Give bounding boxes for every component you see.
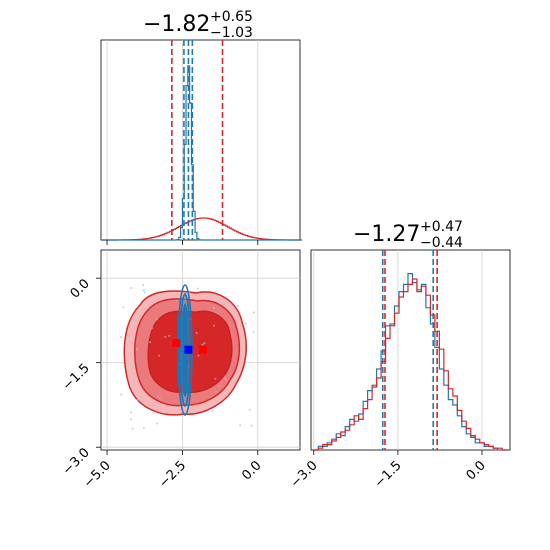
scatter-dot-37 <box>239 424 242 427</box>
hist2-xtick-label-2: 0.0 <box>464 458 489 483</box>
scatter-dot-47 <box>131 427 134 430</box>
truth-marker-red-0 <box>172 338 181 347</box>
hist2-title-value: −1.27 <box>353 222 420 247</box>
scatter-dot-61 <box>158 354 161 357</box>
hist2-title-upper: +0.47 <box>420 219 463 235</box>
scatter-dot-45 <box>119 336 122 339</box>
scatter-dot-62 <box>127 335 130 338</box>
scatter-dot-35 <box>223 303 226 306</box>
hist2-xtick-label-0: −3.0 <box>288 458 321 491</box>
scatter-dot-15 <box>213 324 216 327</box>
scatter-dot-12 <box>135 348 138 351</box>
scatter-dot-22 <box>152 412 155 415</box>
scatter-dot-40 <box>196 287 199 290</box>
hist2-series-red <box>313 278 507 451</box>
hist2-panel <box>310 249 511 451</box>
scatter-dot-53 <box>217 385 220 388</box>
scatter-dot-66 <box>206 296 209 299</box>
scatter-dot-64 <box>229 303 232 306</box>
scatter-dot-59 <box>237 305 240 308</box>
scatter-dot-10 <box>143 291 146 294</box>
hist1-title-upper: +0.65 <box>210 9 253 25</box>
scatter-dot-26 <box>138 316 141 319</box>
scatter-dot-56 <box>142 289 145 292</box>
scatter-dot-9 <box>197 354 200 357</box>
scatter-dot-21 <box>130 418 133 421</box>
scatter-dot-55 <box>151 404 154 407</box>
hist2-series-blue <box>313 273 507 451</box>
scatter-dot-30 <box>252 331 255 334</box>
scatter-dot-54 <box>211 410 214 413</box>
hist1-series-blue <box>101 65 302 241</box>
hist2-xtick-label-1: −1.5 <box>372 458 405 491</box>
axis-ticks <box>96 240 483 455</box>
joint-xtick-label-0: −5.0 <box>81 458 114 491</box>
scatter-dot-51 <box>244 322 247 325</box>
scatter-dot-16 <box>142 426 145 429</box>
hist1-quantile-lines <box>171 40 224 240</box>
scatter-dot-28 <box>125 343 128 346</box>
scatter-dot-44 <box>156 422 159 425</box>
scatter-dot-41 <box>164 335 167 338</box>
scatter-dot-65 <box>142 284 145 287</box>
scatter-dot-1 <box>135 319 138 322</box>
scatter-dot-67 <box>175 299 178 302</box>
scatter-dot-6 <box>211 295 214 298</box>
scatter-dot-58 <box>194 404 197 407</box>
scatter-dot-50 <box>136 399 139 402</box>
hist1-series <box>100 65 302 241</box>
scatter-dot-24 <box>203 342 206 345</box>
scatter-dot-69 <box>120 393 123 396</box>
scatter-dot-34 <box>155 318 158 321</box>
scatter-dot-3 <box>129 411 132 414</box>
joint-xtick-label-2: 0.0 <box>239 458 264 483</box>
truth-marker-blue <box>184 345 193 354</box>
scatter-dot-63 <box>151 326 154 329</box>
joint-markers <box>172 338 207 354</box>
scatter-dot-39 <box>223 376 226 379</box>
scatter-dot-25 <box>225 378 228 381</box>
scatter-dot-18 <box>195 331 198 334</box>
scatter-dot-11 <box>250 424 253 427</box>
truth-marker-red-1 <box>198 345 207 354</box>
scatter-dot-4 <box>201 343 204 346</box>
hist2-series <box>313 273 507 451</box>
scatter-dot-13 <box>252 311 255 314</box>
scatter-dot-43 <box>215 390 218 393</box>
scatter-dot-36 <box>156 395 159 398</box>
scatter-dot-29 <box>214 377 217 380</box>
scatter-dot-38 <box>248 408 251 411</box>
scatter-dot-42 <box>149 341 152 344</box>
scatter-dot-19 <box>140 396 143 399</box>
hist1-panel <box>100 39 301 241</box>
scatter-dot-5 <box>158 397 161 400</box>
scatter-dot-20 <box>168 334 171 337</box>
scatter-dot-52 <box>122 306 125 309</box>
joint-ytick-label-1: −1.5 <box>60 361 93 394</box>
scatter-dot-57 <box>130 287 133 290</box>
hist2-title-lower: −0.44 <box>420 235 463 251</box>
joint-ytick-label-2: 0.0 <box>68 276 93 301</box>
scatter-dot-8 <box>213 306 216 309</box>
hist2-grid <box>313 250 483 450</box>
joint-xtick-label-1: −2.5 <box>156 458 189 491</box>
hist1-title: −1.82 +0.65 −1.03 <box>143 9 253 41</box>
hist1-title-lower: −1.03 <box>210 25 253 41</box>
hist1-title-value: −1.82 <box>143 12 210 37</box>
hist2-quantile-lines <box>381 250 438 450</box>
hist2-title: −1.27 +0.47 −0.44 <box>353 219 463 251</box>
